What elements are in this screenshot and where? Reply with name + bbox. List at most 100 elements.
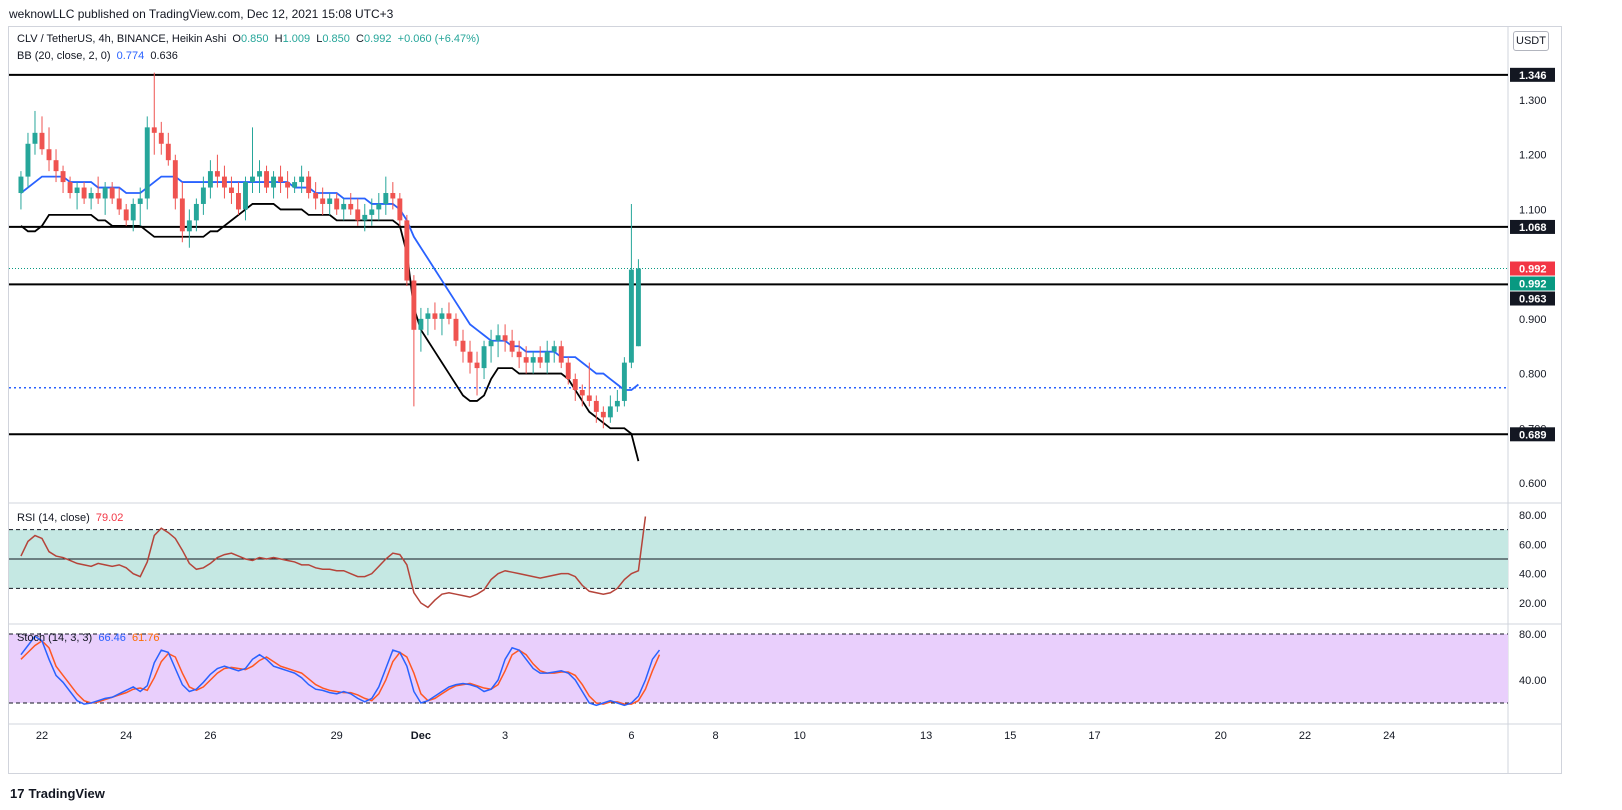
candle-body <box>243 182 248 210</box>
rsi-line <box>20 516 647 609</box>
price-axis-label: 1.346 <box>1519 70 1547 82</box>
price-axis-label-bg <box>1510 67 1555 82</box>
stoch-d-value: 61.76 <box>132 632 160 644</box>
candle-body <box>425 313 431 319</box>
candle-body <box>544 351 550 363</box>
tradingview-logo-text: TradingView <box>28 786 105 801</box>
candle-body <box>278 176 284 183</box>
candle-body <box>236 193 241 210</box>
symbol-label[interactable]: CLV / TetherUS, 4h, BINANCE, Heikin Ashi <box>17 33 227 45</box>
candle-body <box>586 395 592 401</box>
time-tick-label: 13 <box>920 730 932 742</box>
candle-body <box>165 143 171 161</box>
time-tick-label: 24 <box>120 730 132 742</box>
candle-body <box>95 193 101 199</box>
price-tick-label: 0.800 <box>1519 369 1547 381</box>
candle-body <box>25 143 31 177</box>
candle-body <box>32 132 38 144</box>
candle-body <box>130 203 136 221</box>
change-value: +0.060 (+6.47%) <box>397 33 480 45</box>
candle-body <box>207 171 213 188</box>
candle-body <box>453 318 459 341</box>
time-tick-label: Dec <box>411 730 431 742</box>
bb-lower-line <box>20 203 640 462</box>
candle-body <box>537 357 543 363</box>
tradingview-logo[interactable]: 17 TradingView <box>10 786 105 801</box>
candle-body <box>53 160 59 172</box>
candle-body <box>390 193 396 199</box>
candle-body <box>481 346 487 369</box>
price-axis-label-bg <box>1510 219 1555 234</box>
candle-body <box>348 203 354 210</box>
chart-frame <box>8 26 1562 774</box>
stoch-k-line <box>20 635 661 707</box>
low-label: L <box>316 33 323 45</box>
candle-body <box>502 335 508 341</box>
candle-body <box>200 187 206 204</box>
candle-body <box>628 269 634 363</box>
price-axis-label: 0.992 <box>1519 279 1547 291</box>
time-tick-label: 22 <box>1299 730 1311 742</box>
candle-body <box>158 132 164 144</box>
candle-body <box>334 198 340 210</box>
currency-button[interactable]: USDT <box>1513 31 1549 51</box>
price-axis-label-bg <box>1510 261 1555 276</box>
candle-body <box>509 340 515 352</box>
candle-body <box>460 340 466 352</box>
candle-body <box>179 198 185 232</box>
candle-body <box>411 280 417 330</box>
candle-body <box>151 127 157 133</box>
rsi-value: 79.02 <box>95 512 124 524</box>
candle-body <box>102 187 108 199</box>
candle-body <box>418 318 424 330</box>
candle-body <box>614 400 620 407</box>
candle-body <box>446 313 452 319</box>
candle-body <box>46 149 52 161</box>
main-legend: CLV / TetherUS, 4h, BINANCE, Heikin Ashi… <box>17 33 480 45</box>
candle-body <box>495 335 501 341</box>
candle-body <box>228 187 234 194</box>
time-tick-label: 3 <box>502 730 508 742</box>
candle-body <box>137 198 143 204</box>
candle-body <box>579 389 585 396</box>
candle-body <box>271 176 277 188</box>
candle-body <box>523 357 529 363</box>
candle-body <box>341 203 347 210</box>
time-tick-label: 26 <box>204 730 216 742</box>
stoch-k-value: 66.46 <box>98 632 126 644</box>
candle-body <box>264 171 269 188</box>
candle-body <box>600 411 606 418</box>
candle-body <box>306 176 312 194</box>
candle-body <box>376 203 382 210</box>
price-axis-label: 0.963 <box>1519 294 1547 306</box>
candle-body <box>67 182 73 194</box>
candle-body <box>551 346 557 352</box>
candle-body <box>530 357 536 363</box>
bb-value-lower: 0.636 <box>150 50 178 62</box>
candle-body <box>292 182 298 188</box>
candle-body <box>558 346 564 363</box>
bb-legend[interactable]: BB (20, close, 2, 0) 0.774 0.636 <box>17 50 178 62</box>
rsi-legend[interactable]: RSI (14, close) 79.02 <box>17 512 123 524</box>
time-tick-label: 24 <box>1383 730 1395 742</box>
high-value: 1.009 <box>282 33 311 45</box>
low-value: 0.850 <box>322 33 350 45</box>
candle-body <box>355 209 361 221</box>
candle-body <box>607 406 613 418</box>
time-tick-label: 20 <box>1215 730 1227 742</box>
rsi-tick-label: 40.00 <box>1519 569 1547 581</box>
candle-body <box>432 313 438 319</box>
price-axis-label: 0.992 <box>1519 264 1547 276</box>
time-tick-label: 6 <box>628 730 634 742</box>
tradingview-logo-icon: 17 <box>10 786 25 801</box>
price-axis-label: 1.068 <box>1519 222 1547 234</box>
price-tick-label: 1.100 <box>1519 204 1547 216</box>
close-value: 0.992 <box>363 33 392 45</box>
candle-body <box>488 340 494 347</box>
candle-body <box>18 176 24 194</box>
candle-body <box>313 193 319 199</box>
candle-body <box>60 171 66 183</box>
candle-body <box>474 362 480 369</box>
stoch-legend[interactable]: Stoch (14, 3, 3) 66.46 61.76 <box>17 632 160 644</box>
